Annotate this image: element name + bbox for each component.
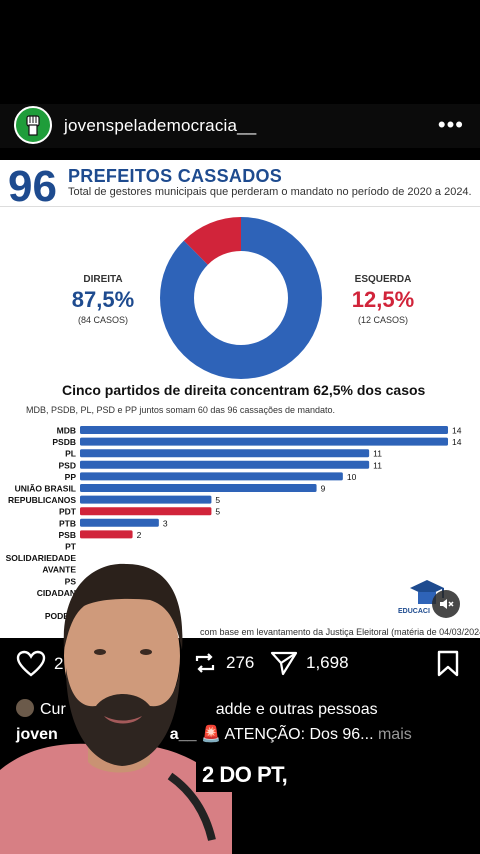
bar-label-mdb: MDB [57,426,76,436]
direita-percent: 87,5% [71,287,135,312]
bar-mdb [80,426,448,434]
post-header: jovenspelademocracia__ ••• [0,104,480,148]
bar-value-pp: 10 [347,472,357,482]
bar-value-mdb: 14 [452,426,462,436]
direita-label-group: DIREITA 87,5% (84 CASOS) [58,274,148,325]
bar-label-pdt: PDT [59,507,77,517]
direita-name: DIREITA [83,274,123,285]
raised-fist-icon [26,115,40,136]
share-button[interactable]: 1,698 [270,650,349,676]
bar-chart-subtitle: MDB, PSDB, PL, PSD e PP juntos somam 60 … [26,405,335,415]
post-username[interactable]: jovenspelademocracia__ [64,116,257,135]
infographic-number: 96 [8,162,57,211]
donut-slice-direita [160,217,322,379]
esquerda-name: ESQUERDA [354,274,412,285]
bookmark-icon [437,650,459,677]
bar-value-psb: 2 [137,530,142,540]
bar-label-pt: PT [65,542,77,552]
esquerda-percent: 12,5% [351,287,415,312]
repost-button[interactable]: 276 [192,650,254,676]
bar-label-podem: PODEM [45,611,76,621]
liked-by-left: Cur [40,701,66,718]
bar-label-ptb: PTB [59,518,76,528]
liked-by-right: adde e outras pessoas [215,701,378,718]
mute-button[interactable] [432,590,460,618]
creator-video-overlay [0,563,232,854]
bar-pdt [80,507,212,516]
infographic-title: PREFEITOS CASSADOS [68,166,283,186]
direita-cases: (84 CASOS) [77,315,128,325]
bar-label-avante: AVANTE [42,565,76,575]
share-count: 1,698 [306,653,349,672]
liker-avatar [16,699,34,717]
bar-label-psdb: PSDB [52,437,76,447]
caption-text: ATENÇÃO: Dos 96... [224,726,374,743]
bar-value-união-brasil: 9 [321,484,326,494]
bar-ptb [80,518,159,527]
save-button[interactable] [436,650,468,678]
bar-pp [80,472,343,481]
bar-chart-title: Cinco partidos de direita concentram 62,… [62,382,426,398]
bar-value-pl: 11 [373,449,382,459]
post-actions: 2, 276 1,698 [0,650,480,684]
bar-label-ps: PS [65,576,77,586]
donut-slice-esquerda [160,217,322,379]
heart-icon [16,650,46,677]
source-footnote: com base em levantamento da Justiça Elei… [200,627,480,637]
more-horizontal-icon[interactable]: ••• [437,112,464,137]
profile-avatar[interactable] [14,106,52,144]
esquerda-cases: (12 CASOS) [357,315,408,325]
bar-label-republicanos: REPUBLICANOS [8,495,76,505]
bar-republicanos [80,495,212,504]
caption-username-right: a__ [169,726,197,743]
esquerda-label-group: ESQUERDA 12,5% (12 CASOS) [338,274,428,325]
bar-label-pp: PP [65,472,77,482]
bar-value-pdt: 5 [215,507,220,517]
bar-value-ptb: 3 [163,518,168,528]
liked-by-line[interactable]: Cur adde e outras pessoas [16,699,378,719]
bar-psd [80,460,370,469]
siren-emoji: 🚨 [200,726,221,743]
bar-psb [80,530,133,539]
bar-pl [80,449,370,458]
bar-label-psd: PSD [59,460,76,470]
logo-text: EDUCACI [398,608,430,615]
bar-label-psb: PSB [59,530,76,540]
repost-count: 276 [226,653,255,672]
more-link[interactable]: mais [377,726,412,743]
bar-label-solidariedade: SOLIDARIEDADE [6,553,77,563]
bar-value-republicanos: 5 [215,495,220,505]
party-bar-chart: MDB 14 PSDB 14 PL 11 PSD 11 PP 10 UNIÃO BRASIL 9 REP… [6,426,462,622]
bar-value-psd: 11 [373,460,382,470]
speaker-muted-icon [440,599,454,609]
caption-username-left: joven [16,726,58,743]
bar-label-união-brasil: UNIÃO BRASIL [15,484,76,494]
infographic-subtitle: Total de gestores municipais que perdera… [68,186,472,198]
bar-psdb [80,437,448,446]
bar-label-cidadan: CIDADAN [37,588,76,598]
post-media[interactable]: 96 PREFEITOS CASSADOS Total de gestores … [0,160,480,638]
donut-chart [160,217,322,379]
video-subtitle: 2 DO PT, [196,758,294,792]
repost-icon [195,653,215,673]
bar-união-brasil [80,484,317,492]
bar-label-pl: PL [65,449,76,459]
caption-line[interactable]: joven a__ 🚨 ATENÇÃO: Dos 96... mais [16,724,412,744]
divider [0,206,480,207]
bar-value-psdb: 14 [452,437,462,447]
send-icon [270,651,298,676]
